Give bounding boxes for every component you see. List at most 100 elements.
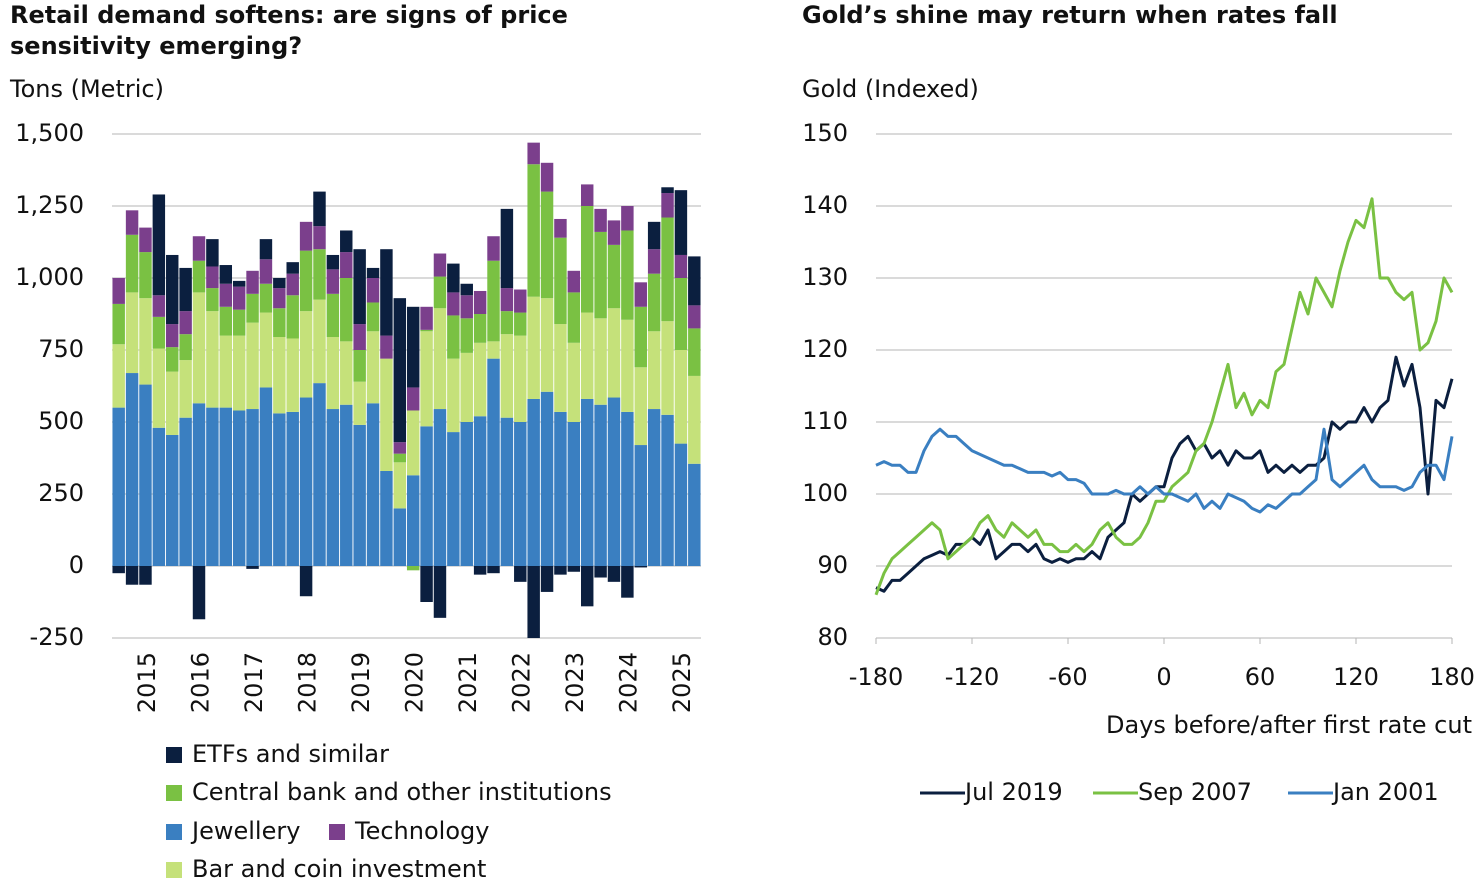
bar-segment — [393, 442, 407, 454]
bar-segment — [206, 266, 219, 289]
bar-segment — [112, 344, 125, 408]
bar-segment — [152, 194, 166, 296]
bar-segment — [567, 566, 581, 572]
bar-segment — [580, 184, 594, 206]
bar-segment — [166, 434, 179, 566]
bar-segment — [313, 383, 326, 566]
bar-segment — [112, 278, 125, 304]
bar-segment — [580, 206, 594, 313]
bar-segment — [634, 566, 647, 568]
bar-segment — [366, 302, 380, 332]
bar-segment — [567, 342, 581, 422]
legend-label: Bar and coin investment — [192, 855, 486, 883]
legend-swatch — [166, 862, 182, 878]
x-tick-label: 180 — [1429, 663, 1475, 691]
bar-segment — [607, 397, 621, 566]
bar-segment — [688, 328, 701, 376]
bar-segment — [166, 324, 179, 348]
bar-segment — [393, 453, 407, 463]
bar-segment — [406, 387, 420, 411]
bar-segment — [406, 475, 420, 566]
bar-segment — [353, 424, 366, 566]
y-tick-label: 80 — [817, 623, 848, 651]
y-tick-label: 1,500 — [15, 119, 84, 147]
x-tick-label: -120 — [945, 663, 999, 691]
bar-segment — [487, 341, 500, 359]
x-tick-label: 2018 — [293, 652, 321, 713]
bar-segment — [567, 422, 581, 566]
bar-segment — [313, 191, 326, 227]
bar-segment — [340, 404, 353, 566]
bar-segment — [273, 288, 286, 309]
bar-segment — [487, 358, 500, 566]
bar-segment — [527, 142, 540, 165]
bar-segment — [621, 566, 634, 598]
x-tick-label: -60 — [1048, 663, 1087, 691]
bar-segment — [380, 358, 393, 471]
bar-segment — [594, 208, 607, 232]
bar-segment — [420, 426, 433, 566]
bar-segment — [273, 278, 286, 289]
bar-segment — [125, 566, 139, 585]
bar-segment — [152, 295, 166, 317]
bar-segment — [460, 352, 473, 422]
bar-segment — [487, 566, 500, 574]
legend-swatch — [166, 785, 182, 801]
x-axis-label: Days before/after first rate cut — [1106, 711, 1472, 739]
bar-segment — [540, 391, 554, 566]
bar-segment — [259, 239, 273, 260]
bar-segment — [340, 230, 353, 253]
y-tick-label: 1,250 — [15, 191, 84, 219]
bar-segment — [621, 206, 634, 231]
bar-segment — [447, 292, 460, 316]
bar-segment — [447, 315, 460, 359]
bar-segment — [647, 249, 661, 274]
y-tick-label: 100 — [802, 479, 848, 507]
bar-segment — [313, 249, 326, 300]
bar-segment — [340, 278, 353, 342]
legend-label: Jewellery — [190, 817, 300, 845]
bar-segment — [112, 407, 125, 566]
bar-segment — [433, 409, 447, 566]
bar-segment — [447, 432, 460, 566]
bar-segment — [326, 254, 340, 270]
bar-segment — [380, 249, 393, 336]
bar-segment — [232, 286, 246, 310]
bar-segment — [554, 324, 567, 412]
bar-segment — [125, 373, 139, 566]
bar-segment — [380, 470, 393, 566]
x-tick-label: 0 — [1156, 663, 1171, 691]
y-tick-label: 90 — [817, 551, 848, 579]
bar-segment — [420, 329, 433, 332]
bar-segment — [259, 283, 273, 313]
bar-segment — [500, 334, 514, 418]
bar-segment — [647, 221, 661, 250]
bar-segment — [166, 254, 179, 325]
bar-segment — [514, 566, 527, 582]
bar-segment — [273, 413, 286, 566]
bar-segment — [246, 270, 259, 294]
bar-segment — [621, 319, 634, 412]
x-tick-label: 2020 — [401, 652, 429, 713]
bar-segment — [647, 331, 661, 410]
x-tick-label: 2017 — [240, 652, 268, 713]
bar-segment — [567, 292, 581, 343]
y-tick-label: 0 — [69, 551, 84, 579]
bar-segment — [447, 263, 460, 293]
bar-segment — [299, 250, 313, 312]
x-tick-label: 2024 — [615, 652, 643, 713]
bar-segment — [460, 422, 473, 566]
bar-segment — [299, 397, 313, 566]
bar-segment — [473, 314, 487, 343]
x-tick-label: 120 — [1333, 663, 1379, 691]
bar-segment — [366, 267, 380, 278]
x-tick-label: 2021 — [454, 652, 482, 713]
bar-segment — [179, 417, 192, 566]
bar-segment — [554, 218, 567, 238]
bar-segment — [433, 253, 447, 277]
bar-segment — [286, 411, 299, 566]
bar-segment — [567, 270, 581, 293]
bar-segment — [219, 407, 233, 566]
bar-segment — [246, 566, 259, 569]
